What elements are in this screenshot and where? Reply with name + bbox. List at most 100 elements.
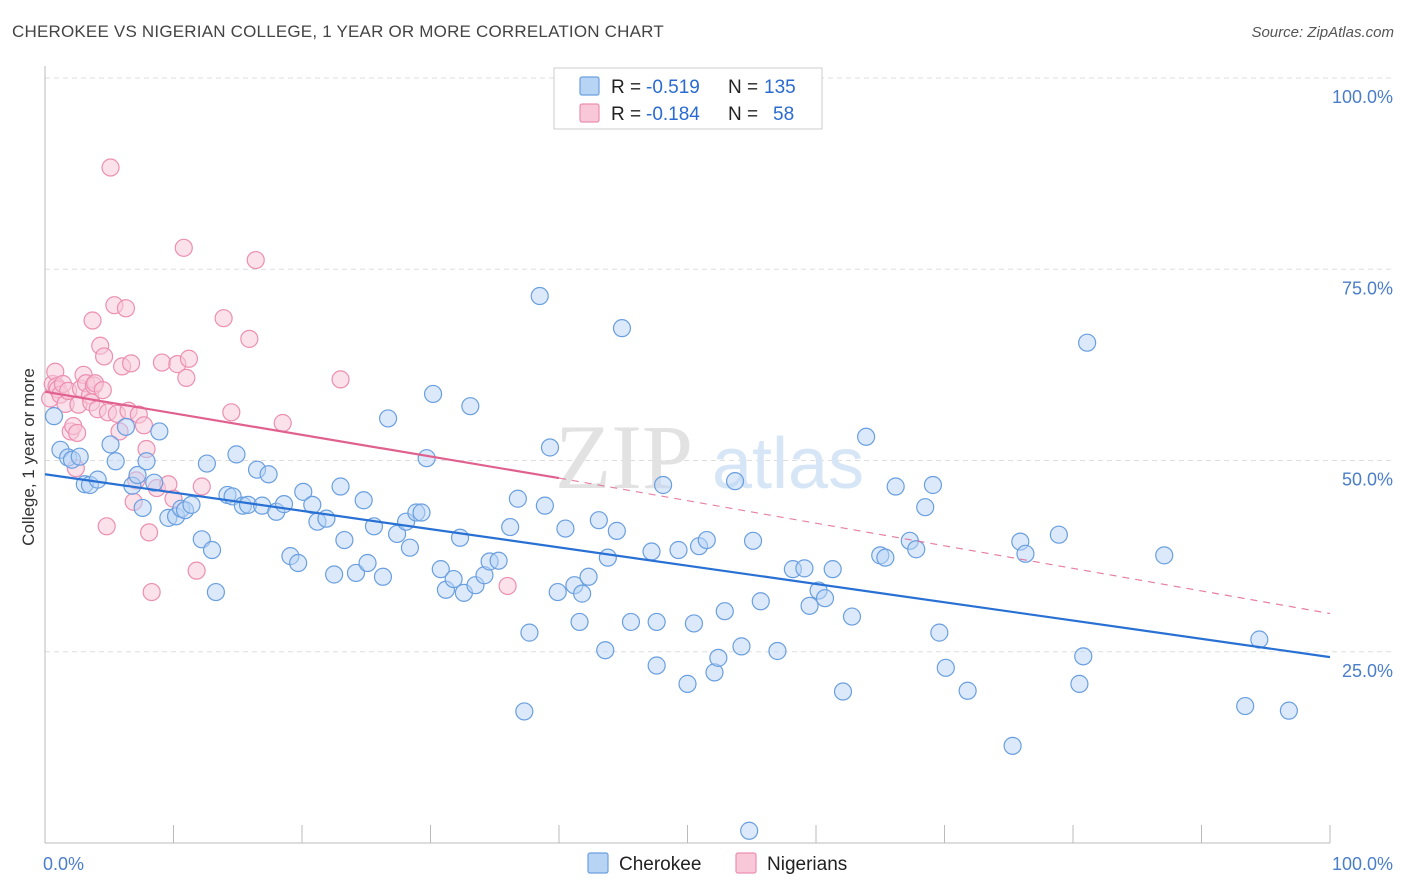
- cherokee-point-14: [137, 452, 156, 471]
- nigerians-point-12: [68, 423, 87, 443]
- cherokee-point-72: [530, 286, 549, 306]
- cherokee-point-128: [1155, 546, 1174, 565]
- cherokee-point-131: [1279, 701, 1298, 720]
- nigerians-point-51: [187, 561, 206, 580]
- nigerians-point-56: [246, 250, 265, 270]
- cherokee-point-93: [697, 530, 716, 550]
- cherokee-point-104: [795, 559, 814, 578]
- cherokee-point-90: [678, 674, 697, 693]
- cherokee-point-126: [1074, 647, 1093, 666]
- cherokee-point-70: [515, 702, 534, 721]
- cherokee-point-86: [642, 542, 661, 561]
- gridlines: [45, 77, 1392, 653]
- cherokee-point-83: [607, 521, 626, 540]
- nigerians-trend-line-dashed: [558, 477, 1331, 615]
- source-label: Source: ZipAtlas.com: [1251, 24, 1394, 41]
- cherokee-point-133: [647, 612, 666, 632]
- y-tick-label-3: 100.0%: [1332, 87, 1393, 107]
- cherokee-point-79: [579, 567, 598, 586]
- cherokee-point-101: [751, 592, 770, 611]
- cherokee-point-68: [501, 517, 520, 537]
- cherokee-point-96: [715, 602, 734, 621]
- cherokee-point-84: [612, 319, 632, 338]
- cherokee-point-134: [815, 589, 835, 608]
- nigerians-point-48: [174, 238, 193, 257]
- cherokee-point-76: [556, 519, 575, 538]
- cherokee-point-109: [842, 607, 862, 626]
- cherokee-point-33: [259, 465, 278, 484]
- cherokee-point-125: [1070, 674, 1089, 693]
- cherokee-point-8: [101, 435, 120, 454]
- cherokee-point-113: [886, 477, 905, 496]
- cherokee-point-105: [800, 596, 819, 615]
- cherokee-point-107: [823, 560, 842, 579]
- cherokee-point-37: [289, 553, 308, 573]
- cherokee-point-78: [573, 584, 592, 603]
- cherokee-point-4: [70, 447, 89, 466]
- nigerians-point-52: [192, 477, 211, 496]
- nigerians-point-55: [240, 329, 259, 348]
- cherokee-point-95: [709, 648, 728, 667]
- nigerians-point-33: [116, 299, 136, 318]
- nigerians-point-57: [273, 413, 292, 433]
- legend-r-value-1: -0.519: [646, 77, 700, 98]
- legend-r-value-2: -0.184: [646, 104, 700, 125]
- cherokee-point-119: [936, 658, 955, 677]
- cherokee-point-87: [647, 656, 666, 675]
- cherokee-point-16: [150, 422, 169, 441]
- cherokee-point-75: [548, 582, 567, 602]
- nigerians-point-49: [177, 368, 196, 387]
- cherokee-point-60: [444, 569, 463, 589]
- x-tick-labels: 0.0% 100.0%: [43, 854, 1393, 874]
- cherokee-point-69: [508, 489, 527, 508]
- legend-n-label-2: N =: [728, 104, 758, 125]
- cherokee-point-85: [621, 612, 641, 632]
- cherokee-point-10: [116, 417, 136, 436]
- cherokee-point-28: [227, 445, 246, 464]
- cherokee-point-43: [331, 477, 350, 496]
- cherokee-point-42: [325, 565, 344, 584]
- cherokee-point-115: [907, 540, 926, 559]
- nigerians-point-25: [95, 347, 114, 366]
- cherokee-point-102: [768, 641, 787, 661]
- cherokee-point-123: [1016, 544, 1035, 563]
- cherokee-point-58: [431, 560, 450, 579]
- bottom-legend: Cherokee Nigerians: [587, 852, 847, 875]
- bottom-legend-swatch-cherokee: [587, 852, 609, 874]
- nigerians-point-41: [139, 523, 159, 542]
- cherokee-point-89: [669, 540, 688, 560]
- cherokee-point-24: [202, 540, 222, 560]
- cherokee-point-56: [417, 449, 436, 468]
- cherokee-point-80: [589, 511, 608, 530]
- trend-lines: [44, 390, 1331, 659]
- cherokee-point-49: [373, 567, 393, 586]
- cherokee-point-9: [106, 452, 125, 471]
- cherokee-point-121: [1003, 736, 1022, 755]
- cherokee-point-50: [378, 409, 398, 428]
- cherokee-point-44: [335, 530, 354, 550]
- cherokee-point-45: [346, 563, 366, 583]
- y-axis-label: College, 1 year or more: [19, 368, 38, 546]
- y-tick-label-2: 75.0%: [1342, 278, 1393, 298]
- nigerians-points: [41, 158, 517, 602]
- nigerians-point-59: [498, 576, 517, 596]
- nigerians-point-24: [93, 381, 112, 400]
- nigerians-trend-line: [44, 390, 560, 480]
- legend-r-label-2: R =: [611, 104, 641, 125]
- cherokee-point-117: [923, 475, 943, 495]
- cherokee-point-25: [206, 582, 226, 602]
- y-tick-label-1: 50.0%: [1342, 470, 1393, 490]
- cherokee-point-73: [535, 496, 554, 515]
- legend-n-value-2: 58: [773, 104, 794, 125]
- bottom-legend-nigerians: Nigerians: [767, 854, 847, 875]
- cherokee-point-57: [423, 384, 443, 404]
- cherokee-point-100: [743, 531, 763, 550]
- legend-swatch-nigerians: [579, 103, 600, 123]
- cherokee-point-99: [740, 821, 759, 840]
- cherokee-point-118: [930, 623, 949, 642]
- cherokee-point-74: [540, 438, 560, 457]
- legend-n-value-1: 135: [764, 77, 796, 98]
- cherokee-point-15: [145, 473, 164, 492]
- x-tick-label-1: 100.0%: [1332, 854, 1393, 874]
